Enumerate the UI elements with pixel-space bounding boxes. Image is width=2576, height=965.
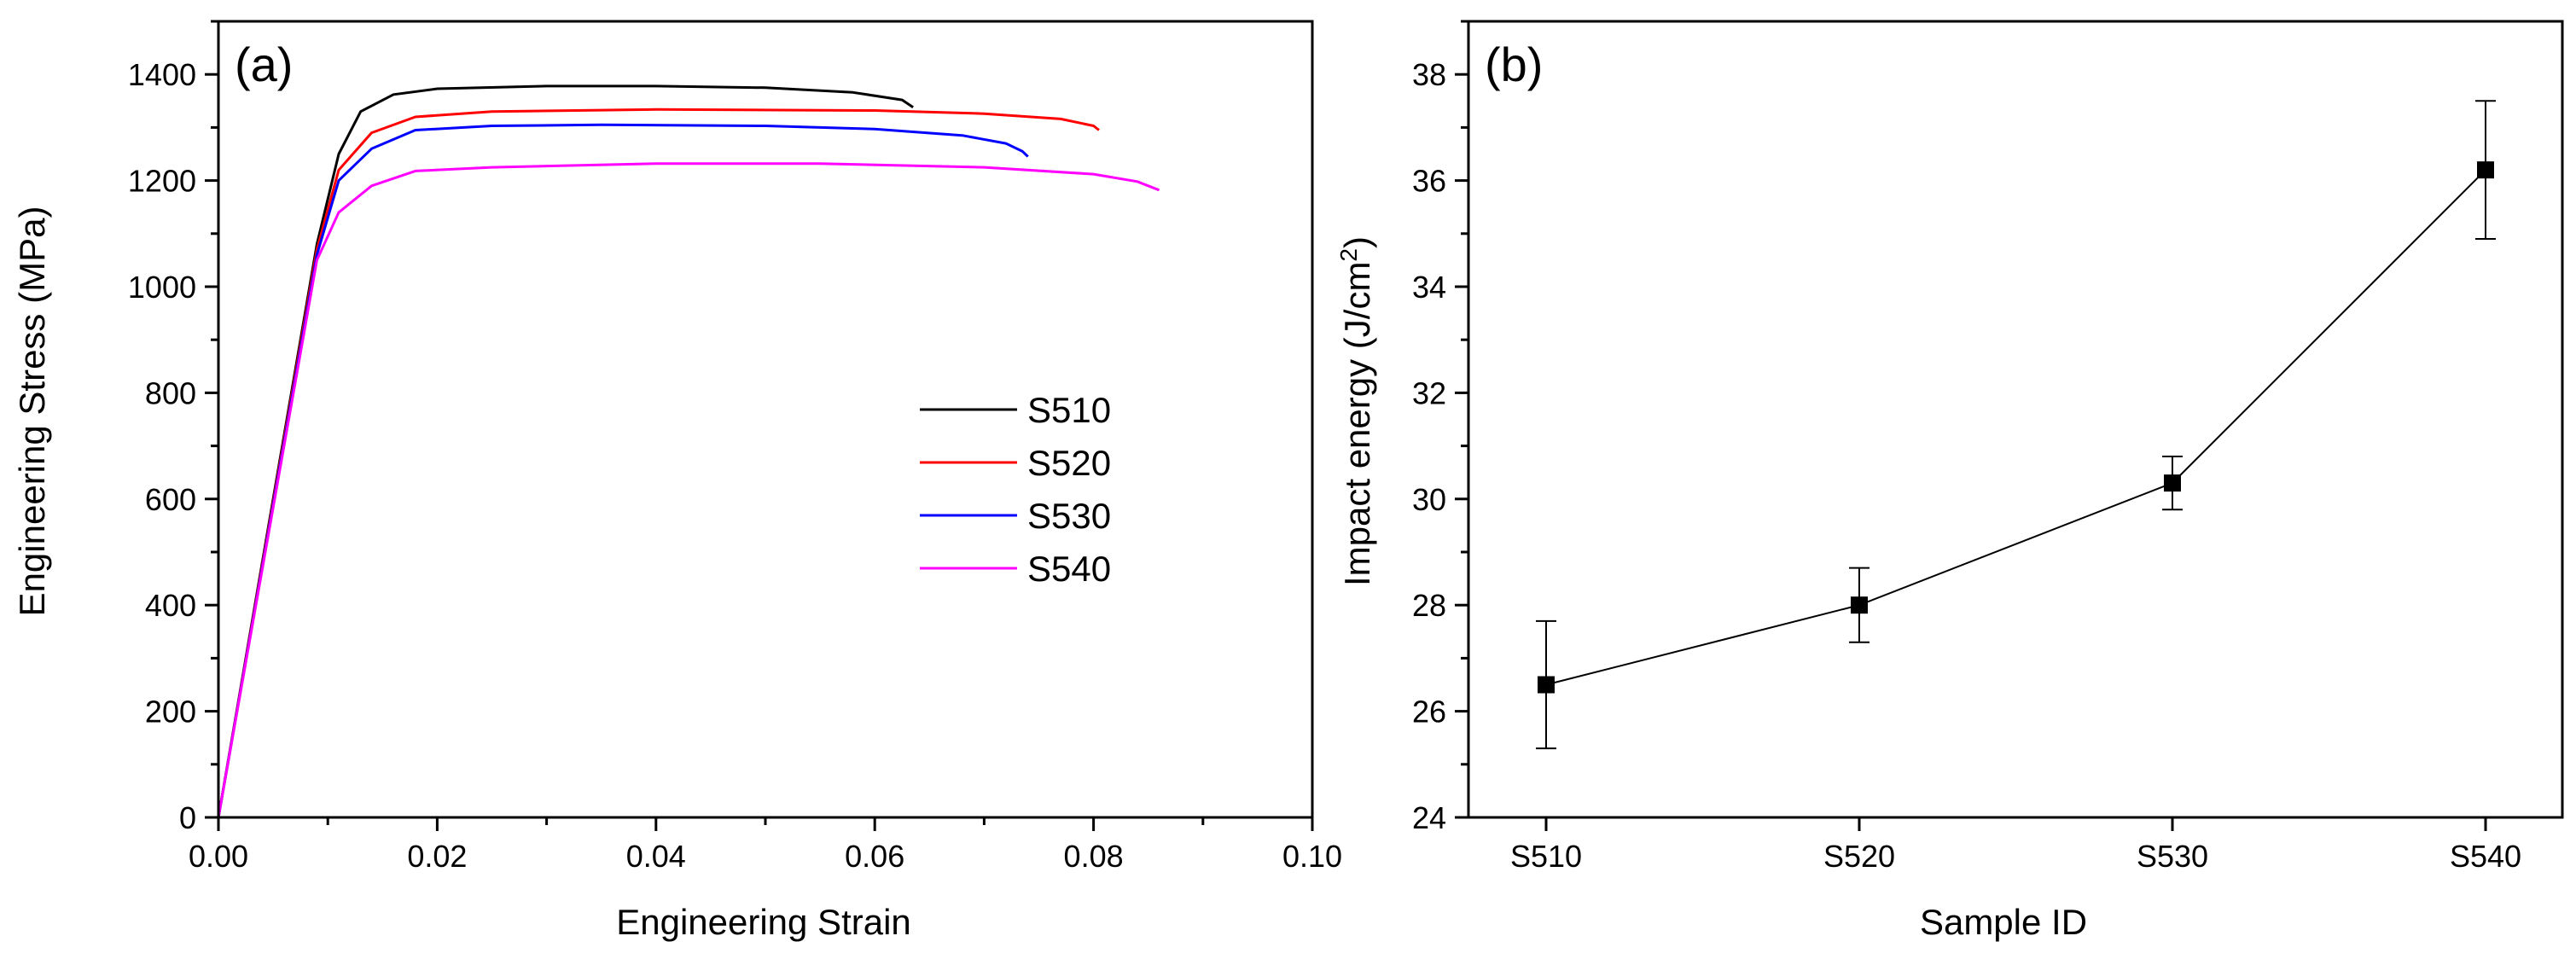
data-point-s530: [2164, 474, 2181, 492]
impact-energy-chart: S510 S520 S530 S540 24 26 28 30 32 34 36 38 (b) Sa…: [1335, 20, 2564, 942]
energy-axis-ticks: 24 26 28 30 32 34 36 38: [1412, 20, 1468, 835]
strain-tick-label: 0.02: [407, 839, 467, 874]
data-point-s520: [1851, 596, 1868, 614]
strain-axis-ticks: 0.00 0.02 0.04 0.06 0.08 0.10: [189, 817, 1342, 874]
energy-axis-title-sup: 2: [1335, 248, 1362, 262]
data-point-s510: [1538, 676, 1555, 694]
stress-tick-label: 1400: [128, 57, 196, 92]
impact-energy-plot-frame: [1467, 20, 2564, 819]
sample-tick-label: S540: [2450, 839, 2521, 874]
stress-tick-label: 400: [145, 588, 196, 623]
strain-tick-label: 0.00: [189, 839, 248, 874]
legend-label-s530: S530: [1027, 496, 1111, 536]
legend-label-s510: S510: [1027, 390, 1111, 430]
strain-tick-label: 0.10: [1282, 839, 1342, 874]
energy-tick-label: 34: [1412, 270, 1446, 305]
stress-tick-label: 1200: [128, 164, 196, 199]
stress-strain-chart: 0.00 0.02 0.04 0.06 0.08 0.10 0 200 400 600 800 10…: [12, 20, 1342, 942]
energy-tick-label: 30: [1412, 482, 1446, 517]
sample-tick-label: S530: [2137, 839, 2208, 874]
energy-axis-title: Impact energy (J/cm2): [1335, 236, 1378, 586]
legend-label-s520: S520: [1027, 443, 1111, 483]
stress-tick-label: 800: [145, 375, 196, 410]
stress-tick-label: 1000: [128, 270, 196, 305]
strain-tick-label: 0.04: [626, 839, 686, 874]
sample-axis-title: Sample ID: [1920, 902, 2087, 942]
energy-tick-label: 26: [1412, 695, 1446, 730]
energy-tick-label: 36: [1412, 164, 1446, 199]
sample-tick-label: S520: [1823, 839, 1895, 874]
panel-a-label: (a): [235, 38, 293, 91]
energy-tick-label: 24: [1412, 800, 1446, 835]
data-point-s540: [2477, 161, 2494, 179]
stress-strain-curves: [217, 84, 1160, 818]
impact-energy-series: [1536, 100, 2496, 750]
series-line-s540: [217, 162, 1160, 818]
series-line-s510: [217, 84, 914, 818]
legend-label-s540: S540: [1027, 549, 1111, 589]
strain-tick-label: 0.06: [845, 839, 904, 874]
energy-tick-label: 28: [1412, 588, 1446, 623]
energy-axis-title-end: ): [1337, 236, 1377, 248]
stress-tick-label: 200: [145, 695, 196, 730]
series-line-s530: [217, 123, 1029, 818]
sample-axis-ticks: S510 S520 S530 S540: [1510, 817, 2521, 874]
strain-axis-title: Engineering Strain: [616, 902, 911, 942]
panel-b-label: (b): [1485, 38, 1543, 91]
energy-axis-title-main: Impact energy (J/cm: [1337, 262, 1377, 586]
stress-strain-legend: S510 S520 S530 S540: [920, 390, 1111, 589]
impact-energy-line: [1545, 169, 2486, 686]
stress-axis-ticks: 0 200 400 600 800 1000 1200 1400: [128, 20, 218, 835]
stress-tick-label: 0: [179, 800, 196, 835]
strain-tick-label: 0.08: [1064, 839, 1124, 874]
energy-tick-label: 38: [1412, 57, 1446, 92]
stress-strain-plot-frame: [217, 20, 1314, 819]
series-line-s520: [217, 108, 1100, 818]
energy-tick-label: 32: [1412, 375, 1446, 410]
sample-tick-label: S510: [1510, 839, 1582, 874]
stress-tick-label: 600: [145, 482, 196, 517]
stress-axis-title: Engineering Stress (MPa): [12, 206, 52, 617]
